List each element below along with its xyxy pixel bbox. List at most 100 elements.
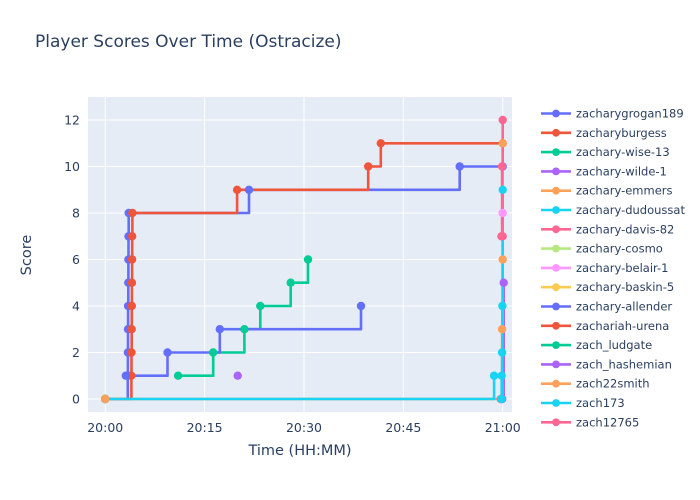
series-marker-zacharyburgess	[364, 162, 373, 171]
legend-label: zachary-baskin-5	[576, 280, 674, 294]
y-tick-label: 10	[64, 159, 80, 174]
series-marker-zachary-dudoussat	[489, 371, 499, 380]
legend-marker-sample	[552, 418, 560, 427]
legend-label: zachary-cosmo	[576, 242, 663, 256]
legend-item-zachary-wise-13[interactable]: zachary-wise-13	[540, 143, 698, 161]
legend-item-zachary-davis-82[interactable]: zachary-davis-82	[540, 220, 698, 238]
legend-item-zachary-belair-1[interactable]: zachary-belair-1	[540, 259, 698, 277]
x-tick-label: 20:30	[286, 420, 322, 435]
series-marker-zacharyburgess	[376, 139, 385, 148]
series-marker-zach22smith	[498, 255, 507, 264]
y-tick-label: 0	[72, 391, 80, 406]
legend-marker-sample	[552, 225, 560, 234]
legend-item-zachariah-urena[interactable]: zachariah-urena	[540, 317, 698, 335]
legend-marker-sample	[552, 283, 560, 292]
legend-label: zachary-wise-13	[576, 145, 670, 159]
legend-marker-sample	[552, 244, 560, 253]
series-marker-zachary-wise-13	[256, 301, 265, 311]
series-marker-zachary-emmers	[498, 139, 507, 148]
x-tick-label: 20:00	[87, 420, 123, 435]
series-marker-zach173	[498, 185, 507, 194]
legend-marker-sample	[552, 186, 560, 195]
series-marker-zach22smith	[101, 394, 110, 404]
legend-label: zacharyburgess	[576, 126, 667, 140]
chart-title: Player Scores Over Time (Ostracize)	[35, 32, 342, 52]
legend-marker-sample	[552, 167, 560, 176]
legend-label: zach173	[576, 396, 625, 410]
series-marker-zach173	[497, 394, 506, 404]
x-tick-label: 21:00	[485, 420, 521, 435]
series-marker-zacharyburgess	[127, 348, 136, 357]
series-marker-zachary-allender	[163, 348, 172, 357]
series-marker-zacharyburgess	[232, 185, 242, 194]
series-marker-zachary-wise-13	[173, 371, 183, 380]
series-marker-zacharyburgess	[127, 301, 136, 311]
legend-item-zacharygrogan189[interactable]: zacharygrogan189	[540, 105, 698, 123]
series-marker-zachary-wise-13	[303, 255, 313, 264]
y-tick-label: 6	[72, 252, 80, 267]
series-marker-zacharyburgess	[127, 255, 137, 264]
y-tick-label: 2	[72, 345, 80, 360]
legend-marker-sample	[552, 206, 560, 214]
series-marker-zach173	[497, 371, 506, 380]
legend-item-zacharyburgess[interactable]: zacharyburgess	[540, 124, 698, 142]
y-tick-label: 12	[64, 113, 80, 128]
series-marker-zachary-wise-13	[209, 348, 218, 357]
legend-marker-sample	[552, 302, 560, 311]
legend-marker-sample	[552, 399, 560, 407]
legend-item-zach_ludgate[interactable]: zach_ludgate	[540, 336, 698, 354]
x-axis-title: Time (HH:MM)	[248, 443, 352, 459]
series-marker-zach173	[498, 301, 507, 311]
series-marker-zachary-wise-13	[240, 325, 249, 334]
legend-label: zachary-dudoussat	[576, 203, 685, 217]
legend-label: zacharygrogan189	[576, 107, 684, 121]
legend-label: zachary-wilde-1	[576, 164, 667, 178]
legend-marker-sample	[552, 148, 560, 157]
series-line-zach12765	[500, 120, 504, 238]
legend-marker-sample	[552, 379, 560, 388]
series-marker-zacharyburgess	[127, 325, 136, 334]
legend-label: zach_hashemian	[576, 357, 672, 371]
legend-item-zachary-baskin-5[interactable]: zachary-baskin-5	[540, 278, 698, 296]
legend-label: zachary-belair-1	[576, 261, 669, 275]
legend-marker-sample	[552, 341, 560, 349]
series-marker-zach12765	[497, 162, 507, 171]
series-marker-zacharygrogan189	[244, 185, 254, 194]
series-marker-zacharyburgess	[128, 208, 137, 218]
legend-item-zachary-wilde-1[interactable]: zachary-wilde-1	[540, 162, 698, 180]
plot-area[interactable]	[88, 97, 512, 412]
legend-label: zach_ludgate	[576, 338, 652, 352]
series-marker-zacharygrogan189	[455, 162, 464, 171]
legend-marker-sample	[552, 128, 560, 137]
series-marker-zach173	[497, 348, 507, 357]
y-tick-label: 4	[72, 298, 80, 313]
series-marker-zachary-allender	[356, 301, 366, 311]
legend-item-zach_hashemian[interactable]: zach_hashemian	[540, 355, 698, 373]
legend-item-zach173[interactable]: zach173	[540, 394, 698, 412]
legend-item-zach12765[interactable]: zach12765	[540, 413, 698, 431]
series-marker-zach22smith	[497, 325, 507, 334]
legend-label: zachary-allender	[576, 300, 672, 314]
x-tick-label: 20:15	[187, 420, 223, 435]
series-line-zachary-dudoussat	[105, 375, 496, 401]
legend-label: zach22smith	[576, 377, 650, 391]
legend-marker-sample	[552, 109, 560, 118]
legend-item-zachary-emmers[interactable]: zachary-emmers	[540, 182, 698, 200]
legend-marker-sample	[552, 264, 560, 272]
series-marker-zachary-wilde-1	[233, 371, 242, 380]
legend-item-zachary-cosmo[interactable]: zachary-cosmo	[540, 240, 698, 258]
legend: zacharygrogan189 zacharyburgess zachary-wi…	[540, 105, 698, 431]
legend-item-zach22smith[interactable]: zach22smith	[540, 375, 698, 393]
legend-label: zach12765	[576, 415, 639, 429]
series-marker-zachary-allender	[215, 325, 224, 334]
legend-item-zachary-dudoussat[interactable]: zachary-dudoussat	[540, 201, 698, 219]
legend-label: zachary-davis-82	[576, 222, 674, 236]
legend-marker-sample	[552, 321, 560, 330]
x-tick-label: 20:45	[385, 420, 421, 435]
series-marker-zach12765	[498, 115, 507, 125]
series-line-zachary-allender	[125, 306, 363, 377]
legend-item-zachary-allender[interactable]: zachary-allender	[540, 298, 698, 316]
series-marker-zachary-allender	[121, 371, 130, 380]
legend-label: zachariah-urena	[576, 319, 669, 333]
